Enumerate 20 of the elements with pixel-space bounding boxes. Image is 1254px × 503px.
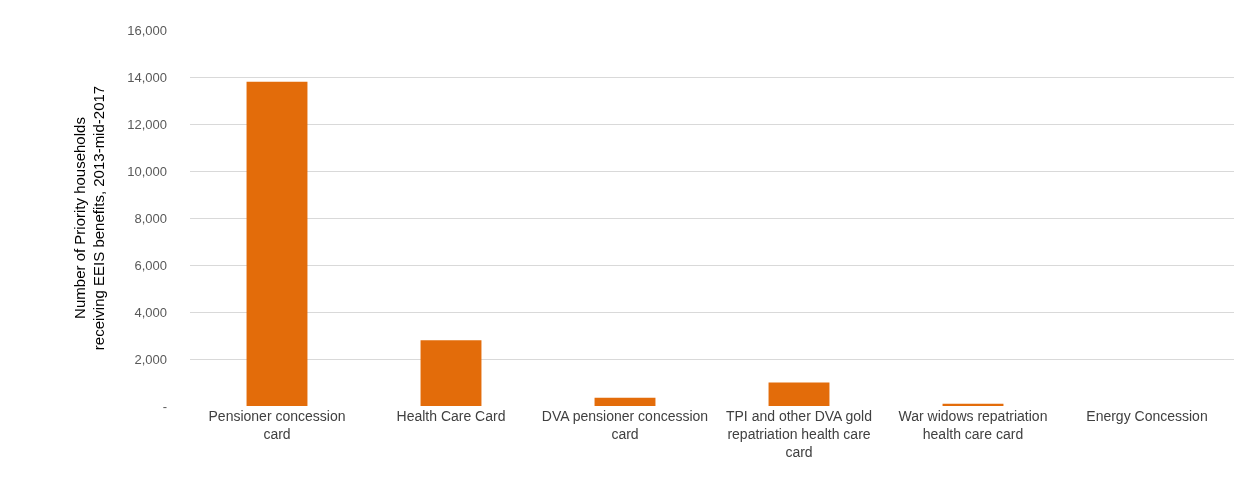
x-tick-label: Energy Concession xyxy=(1086,408,1208,424)
x-tick-label: TPI and other DVA gold repatriation health care card xyxy=(725,408,873,461)
y-tick-label: 14,000 xyxy=(127,69,167,85)
x-tick-label: Health Care Card xyxy=(396,408,506,424)
y-tick-label: 12,000 xyxy=(127,116,167,132)
y-tick-label: 2,000 xyxy=(134,351,167,367)
x-tick-label: Pensioner concession card xyxy=(208,408,346,443)
bar xyxy=(420,340,482,406)
y-tick-label: 8,000 xyxy=(134,210,167,226)
bar xyxy=(768,382,830,406)
y-tick-label: 6,000 xyxy=(134,257,167,273)
x-tick-label: DVA pensioner concession card xyxy=(541,408,709,443)
x-tick-label: War widows repatriation health care card xyxy=(898,408,1048,443)
y-tick-label: 16,000 xyxy=(127,22,167,38)
y-tick-label: 4,000 xyxy=(134,304,167,320)
y-axis-title: Number of Priority households receiving EEIS benefits, 2013-mid-2017 xyxy=(70,85,108,351)
bar xyxy=(594,397,656,406)
y-tick-label: 10,000 xyxy=(127,163,167,179)
y-tick-label: - xyxy=(162,398,167,414)
bar xyxy=(246,81,308,406)
